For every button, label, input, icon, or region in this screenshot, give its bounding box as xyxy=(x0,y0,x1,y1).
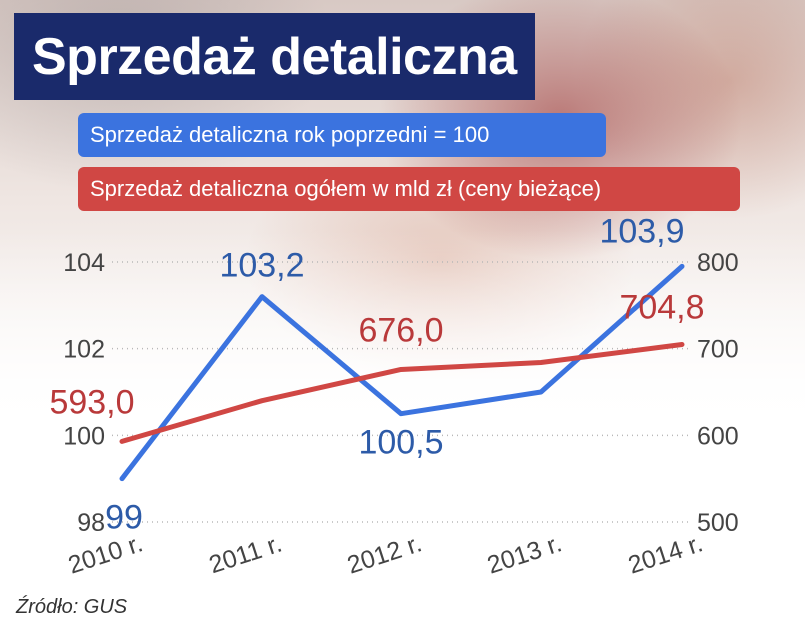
x-tick-label: 2014 r. xyxy=(625,529,706,579)
legend-red-series: Sprzedaż detaliczna ogółem w mld zł (cen… xyxy=(78,167,740,211)
legend-blue-series: Sprzedaż detaliczna rok poprzedni = 100 xyxy=(78,113,606,157)
source-note: Źródło: GUS xyxy=(16,596,128,618)
chart-title: Sprzedaż detaliczna xyxy=(14,13,535,100)
right-tick-label: 800 xyxy=(697,249,739,277)
left-tick-label: 102 xyxy=(63,336,105,364)
data-labels: 99 103,2 100,5 103,9 593,0 676,0 704,8 xyxy=(49,212,704,536)
red-series-line xyxy=(119,342,685,444)
left-tick-label: 104 xyxy=(63,249,105,277)
blue-data-label: 99 xyxy=(105,499,143,537)
x-axis-ticks: 2010 r. 2011 r. 2012 r. 2013 r. 2014 r. xyxy=(65,529,706,579)
red-data-label: 593,0 xyxy=(49,383,134,421)
background-fade xyxy=(0,230,805,633)
right-axis-ticks: 500 600 700 800 xyxy=(697,249,739,537)
blue-series-line xyxy=(119,263,685,482)
left-axis-ticks: 98 100 102 104 xyxy=(63,249,105,537)
left-tick-label: 100 xyxy=(63,422,105,450)
blue-data-label: 103,9 xyxy=(599,212,684,250)
grid-lines xyxy=(112,261,690,523)
right-tick-label: 700 xyxy=(697,336,739,364)
left-tick-label: 98 xyxy=(77,509,105,537)
right-tick-label: 500 xyxy=(697,509,739,537)
red-data-label: 676,0 xyxy=(358,311,443,349)
blue-data-label: 103,2 xyxy=(219,247,304,285)
blue-data-label: 100,5 xyxy=(358,424,443,462)
right-tick-label: 600 xyxy=(697,422,739,450)
x-tick-label: 2013 r. xyxy=(484,529,565,579)
series-lines xyxy=(119,263,685,482)
x-tick-label: 2011 r. xyxy=(206,530,286,580)
x-tick-label: 2012 r. xyxy=(344,529,425,579)
red-data-label: 704,8 xyxy=(619,289,704,327)
